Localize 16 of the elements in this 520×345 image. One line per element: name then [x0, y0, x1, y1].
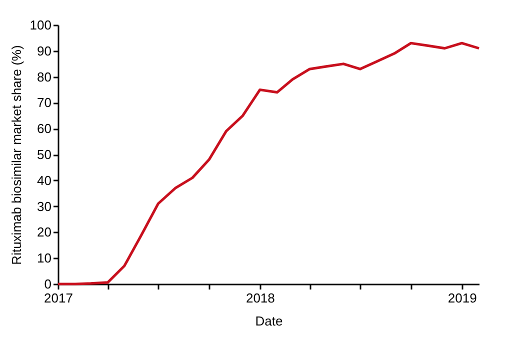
x-tick-label: 2017: [44, 290, 73, 306]
x-tick-label: 2019: [448, 290, 477, 306]
y-tick-label: 10: [37, 250, 52, 266]
y-tick-label: 60: [37, 121, 52, 136]
y-tick-label: 70: [37, 95, 52, 110]
y-tick-label: 100: [30, 18, 52, 32]
y-tick-label: 30: [37, 198, 52, 214]
y-tick-label: 50: [37, 147, 52, 162]
y-tick-label: 80: [37, 69, 52, 84]
x-tick-label: 2018: [246, 290, 275, 306]
y-tick-label: 20: [37, 224, 52, 240]
y-axis-title: Rituximab biosimilar market share (%): [8, 45, 24, 265]
y-tick-label: 0: [44, 276, 52, 292]
y-tick-label: 90: [37, 43, 52, 58]
x-axis-title: Date: [255, 314, 283, 328]
y-tick-label: 40: [37, 172, 52, 188]
